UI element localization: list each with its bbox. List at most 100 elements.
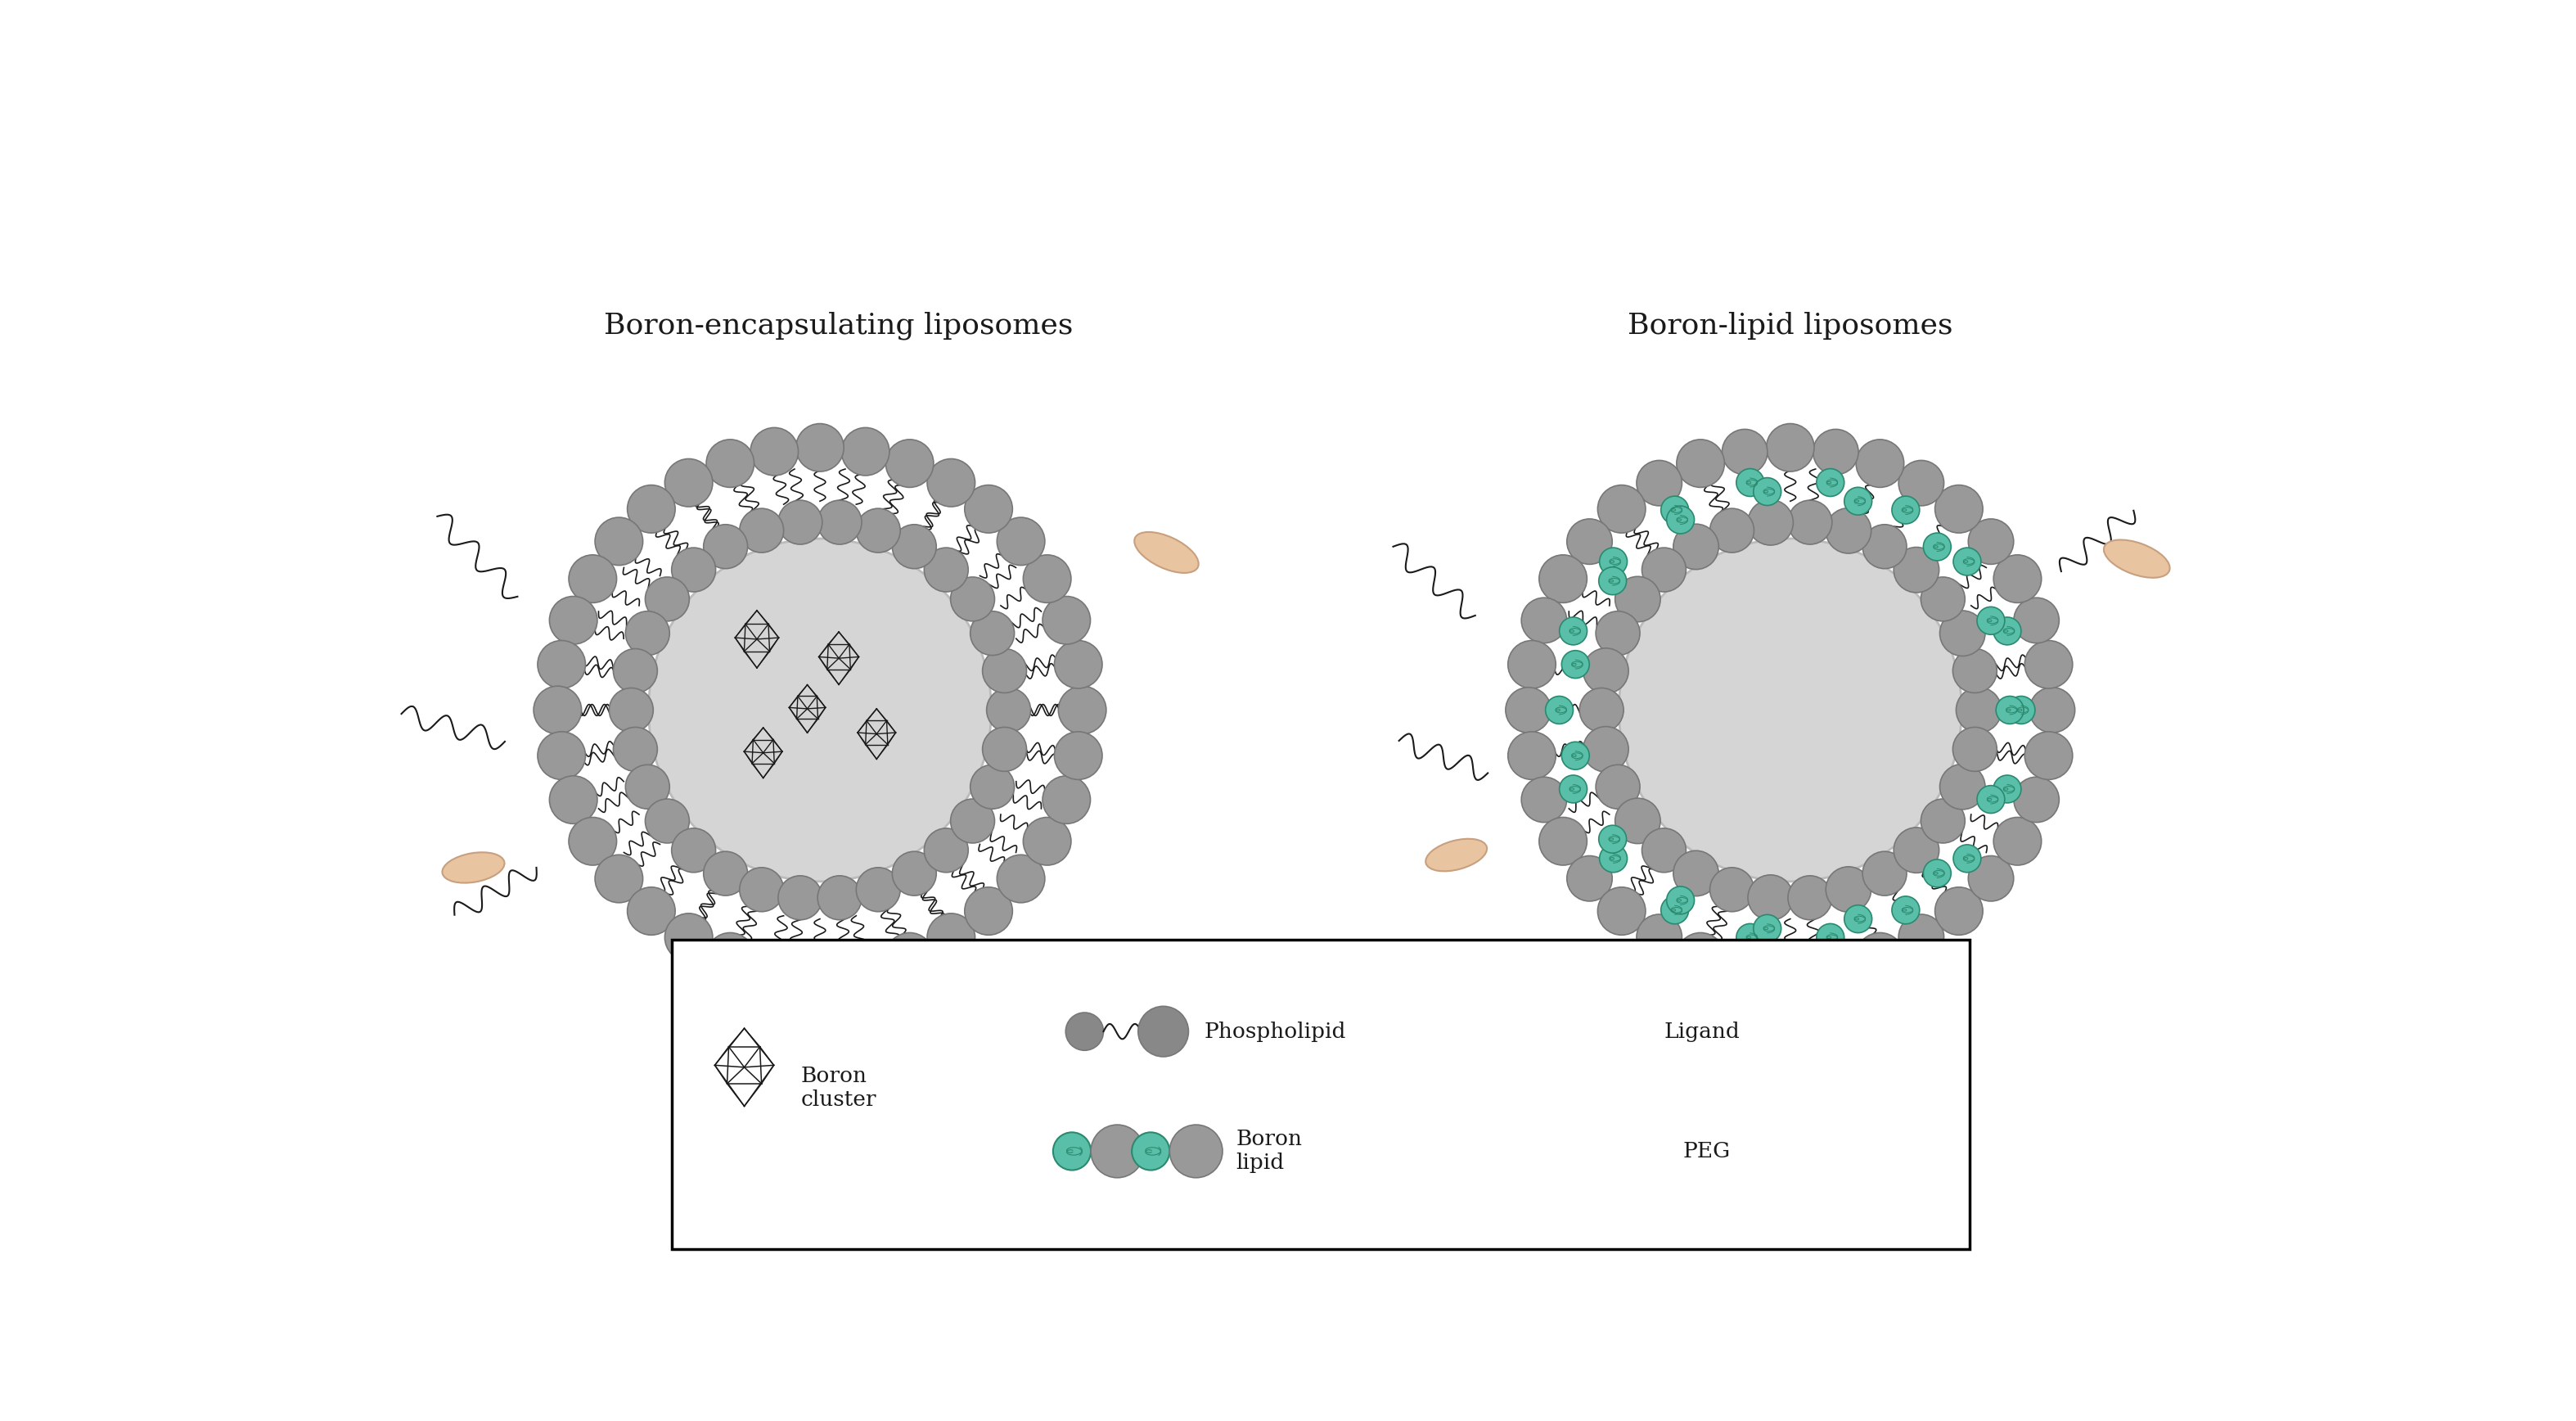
Circle shape [1546, 696, 1574, 723]
Circle shape [1844, 905, 1873, 932]
Circle shape [1674, 524, 1718, 570]
Circle shape [608, 688, 654, 732]
Circle shape [1968, 855, 2014, 901]
Text: Boron-lipid liposomes: Boron-lipid liposomes [1628, 311, 1953, 340]
Circle shape [1584, 726, 1628, 772]
Circle shape [1131, 1133, 1170, 1169]
Circle shape [1826, 507, 1870, 553]
Circle shape [925, 547, 969, 591]
Circle shape [538, 641, 585, 688]
Circle shape [1994, 776, 2022, 803]
Circle shape [1641, 828, 1687, 872]
Circle shape [549, 597, 598, 644]
Circle shape [1749, 875, 1793, 921]
Circle shape [1940, 764, 1986, 810]
Circle shape [569, 554, 616, 603]
Circle shape [1641, 547, 1687, 591]
Text: Phospholipid: Phospholipid [1203, 1022, 1347, 1042]
Circle shape [1723, 945, 1767, 990]
Circle shape [1579, 688, 1623, 732]
Circle shape [987, 688, 1030, 732]
Circle shape [817, 875, 863, 919]
Circle shape [1597, 887, 1646, 935]
Circle shape [750, 428, 799, 476]
Circle shape [1059, 686, 1105, 735]
Circle shape [1522, 598, 1566, 644]
Circle shape [1935, 485, 1984, 533]
Circle shape [1667, 506, 1695, 534]
Circle shape [1788, 500, 1832, 544]
Circle shape [1754, 915, 1780, 942]
Circle shape [1090, 1125, 1144, 1178]
Circle shape [1558, 776, 1587, 803]
Circle shape [1736, 924, 1765, 952]
Circle shape [1566, 519, 1613, 564]
Circle shape [1595, 764, 1641, 809]
Circle shape [963, 887, 1012, 935]
Circle shape [891, 524, 935, 568]
Circle shape [927, 914, 976, 961]
Circle shape [1922, 577, 1965, 621]
Circle shape [549, 776, 598, 824]
Circle shape [2025, 732, 2074, 780]
Circle shape [1816, 469, 1844, 496]
Circle shape [1054, 641, 1103, 688]
Circle shape [886, 932, 933, 980]
Circle shape [1507, 732, 1556, 780]
Circle shape [1023, 554, 1072, 603]
Circle shape [1636, 914, 1682, 959]
Circle shape [925, 828, 969, 872]
Circle shape [1600, 547, 1628, 576]
Circle shape [706, 932, 755, 980]
Circle shape [1767, 423, 1814, 472]
Circle shape [1522, 777, 1566, 823]
Circle shape [750, 945, 799, 992]
Circle shape [1994, 617, 2022, 645]
Circle shape [997, 855, 1046, 902]
Circle shape [1814, 945, 1857, 990]
Circle shape [842, 945, 889, 992]
Circle shape [2030, 688, 2074, 733]
Circle shape [1667, 887, 1695, 914]
Circle shape [739, 867, 783, 912]
Circle shape [626, 611, 670, 655]
Circle shape [1891, 496, 1919, 524]
Circle shape [981, 728, 1028, 772]
Circle shape [1636, 460, 1682, 506]
Circle shape [1816, 924, 1844, 952]
Circle shape [706, 439, 755, 487]
Circle shape [842, 428, 889, 476]
Circle shape [1615, 577, 1662, 622]
Circle shape [629, 887, 675, 935]
Circle shape [672, 547, 716, 591]
Circle shape [963, 485, 1012, 533]
Circle shape [1618, 539, 1963, 881]
Circle shape [649, 539, 992, 881]
Circle shape [1736, 469, 1765, 496]
Circle shape [1857, 439, 1904, 487]
Circle shape [1600, 567, 1625, 595]
Circle shape [1857, 932, 1904, 980]
Circle shape [1953, 844, 1981, 872]
Text: Boron
cluster: Boron cluster [801, 1066, 876, 1110]
Circle shape [1538, 554, 1587, 603]
Circle shape [1953, 728, 1996, 772]
Circle shape [613, 649, 657, 693]
Text: PEG: PEG [1682, 1141, 1731, 1161]
Circle shape [1893, 827, 1940, 872]
Circle shape [1600, 844, 1628, 872]
Circle shape [855, 509, 899, 553]
Circle shape [1994, 817, 2040, 865]
Circle shape [1507, 641, 1556, 688]
Circle shape [796, 423, 845, 472]
Circle shape [672, 828, 716, 872]
Text: Ligand: Ligand [1664, 1022, 1741, 1042]
Circle shape [1600, 826, 1625, 853]
Circle shape [1826, 867, 1870, 912]
Circle shape [1953, 547, 1981, 576]
Circle shape [1968, 519, 2014, 564]
Circle shape [665, 914, 714, 961]
Circle shape [1935, 887, 1984, 935]
Circle shape [1862, 851, 1906, 895]
Circle shape [595, 855, 644, 902]
